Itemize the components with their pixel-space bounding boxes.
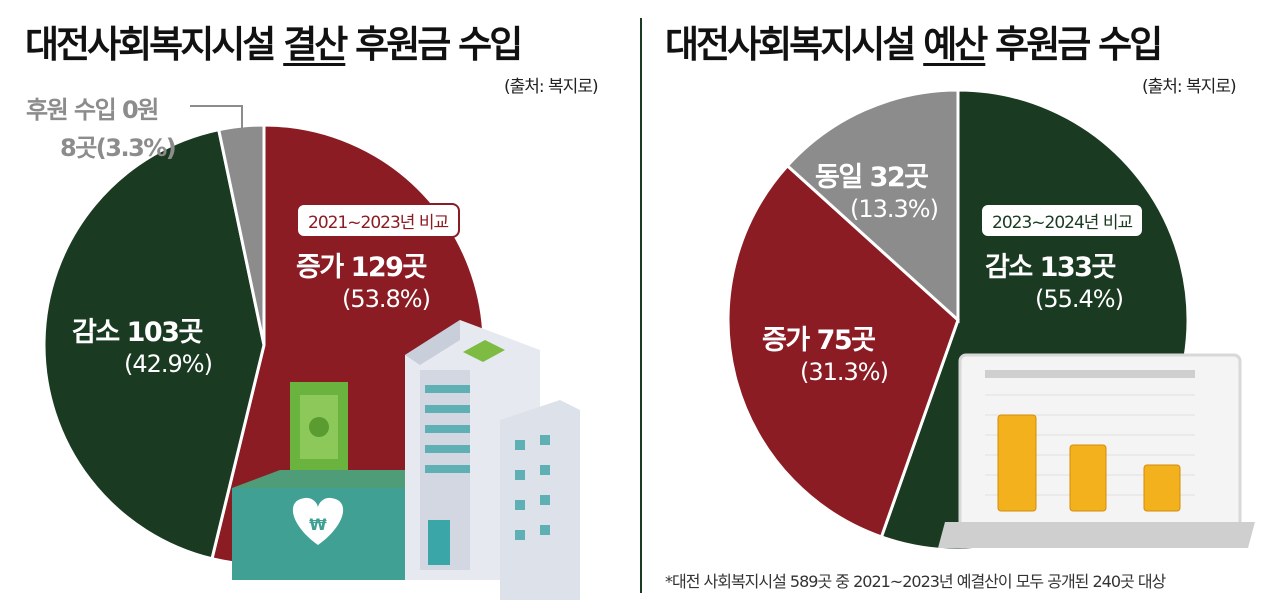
footnote: *대전 사회복지시설 589곳 중 2021~2023년 예결산이 모두 공개된… [665, 572, 1166, 591]
zero-count: 8곳(3.3%) [60, 134, 177, 162]
right-title-pre: 대전사회복지시설 [665, 23, 924, 66]
zero-label: 후원 수입 0원 [26, 96, 159, 124]
left-title-em: 결산 [283, 23, 348, 66]
right-source: (출처: 복지로) [1142, 77, 1237, 97]
leader-line [190, 105, 243, 128]
left-title-post: 후원금 수입 [345, 23, 523, 66]
left-decrease-label: 감소 103곳 [72, 317, 203, 348]
left-title-pre: 대전사회복지시설 [25, 23, 284, 66]
left-increase-label: 증가 129곳 [296, 252, 427, 283]
left-decrease-pct: (42.9%) [124, 350, 213, 378]
left-compare-badge: 2021~2023년 비교 [296, 203, 461, 238]
pie-slice-1-2 [785, 88, 960, 324]
right-title-em: 예산 [923, 23, 988, 66]
right-decrease-pct: (55.4%) [1035, 285, 1124, 313]
right-same-label: 동일 32곳 [815, 162, 929, 193]
laptop-coins-illustration [938, 353, 1255, 548]
right-title-post: 후원금 수입 [985, 23, 1163, 66]
right-compare-badge: 2023~2024년 비교 [980, 203, 1145, 238]
right-same-pct: (13.3%) [850, 195, 939, 223]
pie-slice-1-1 [726, 163, 960, 539]
donation-building-illustration: ₩ [232, 320, 580, 600]
left-increase-pct: (53.8%) [342, 285, 431, 313]
pie-slice-0-1 [42, 127, 266, 561]
left-source: (출처: 복지로) [504, 77, 599, 97]
right-decrease-label: 감소 133곳 [985, 252, 1116, 283]
right-increase-label: 증가 75곳 [762, 325, 876, 356]
left-title: 대전사회복지시설 결산 후원금 수입 [25, 14, 523, 68]
won-icon: ₩ [309, 515, 327, 534]
right-title: 대전사회복지시설 예산 후원금 수입 [665, 14, 1163, 68]
right-increase-pct: (31.3%) [800, 358, 889, 386]
divider [640, 18, 642, 593]
